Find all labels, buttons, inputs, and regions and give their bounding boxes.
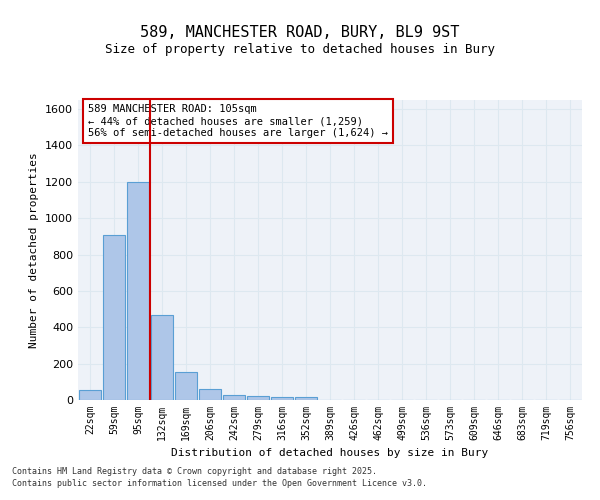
Bar <box>151 314 173 400</box>
X-axis label: Distribution of detached houses by size in Bury: Distribution of detached houses by size … <box>172 448 488 458</box>
Text: Contains HM Land Registry data © Crown copyright and database right 2025.: Contains HM Land Registry data © Crown c… <box>12 466 377 475</box>
Text: Contains public sector information licensed under the Open Government Licence v3: Contains public sector information licen… <box>12 480 427 488</box>
Y-axis label: Number of detached properties: Number of detached properties <box>29 152 40 348</box>
Bar <box>103 234 125 400</box>
Bar <box>295 398 317 400</box>
Bar <box>127 182 149 400</box>
Text: 589, MANCHESTER ROAD, BURY, BL9 9ST: 589, MANCHESTER ROAD, BURY, BL9 9ST <box>140 25 460 40</box>
Bar <box>175 372 197 400</box>
Bar <box>247 396 269 400</box>
Bar <box>271 398 293 400</box>
Bar <box>223 394 245 400</box>
Text: Size of property relative to detached houses in Bury: Size of property relative to detached ho… <box>105 44 495 57</box>
Bar <box>199 389 221 400</box>
Text: 589 MANCHESTER ROAD: 105sqm
← 44% of detached houses are smaller (1,259)
56% of : 589 MANCHESTER ROAD: 105sqm ← 44% of det… <box>88 104 388 138</box>
Bar <box>79 390 101 400</box>
